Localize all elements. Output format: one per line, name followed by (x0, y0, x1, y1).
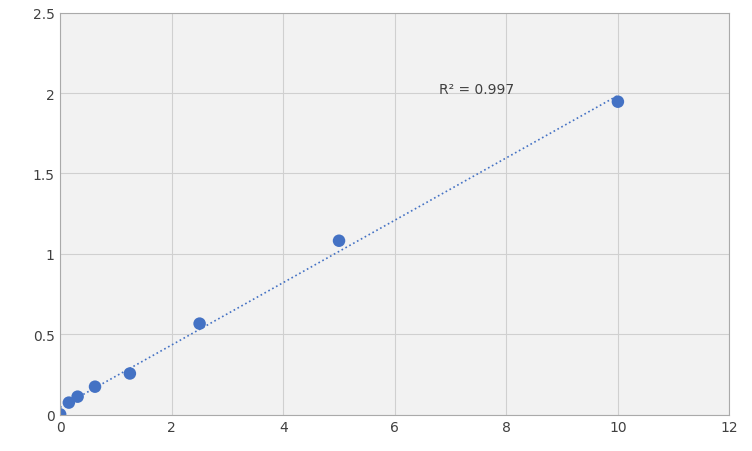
Point (193, 320, 205, 327)
Point (89, 383, 101, 391)
Point (71, 393, 83, 400)
Point (612, 99, 624, 106)
Point (124, 370, 136, 377)
Point (63, 399, 75, 406)
Text: R² = 0.997: R² = 0.997 (439, 83, 514, 97)
Point (54, 411, 66, 418)
Point (333, 238, 345, 245)
